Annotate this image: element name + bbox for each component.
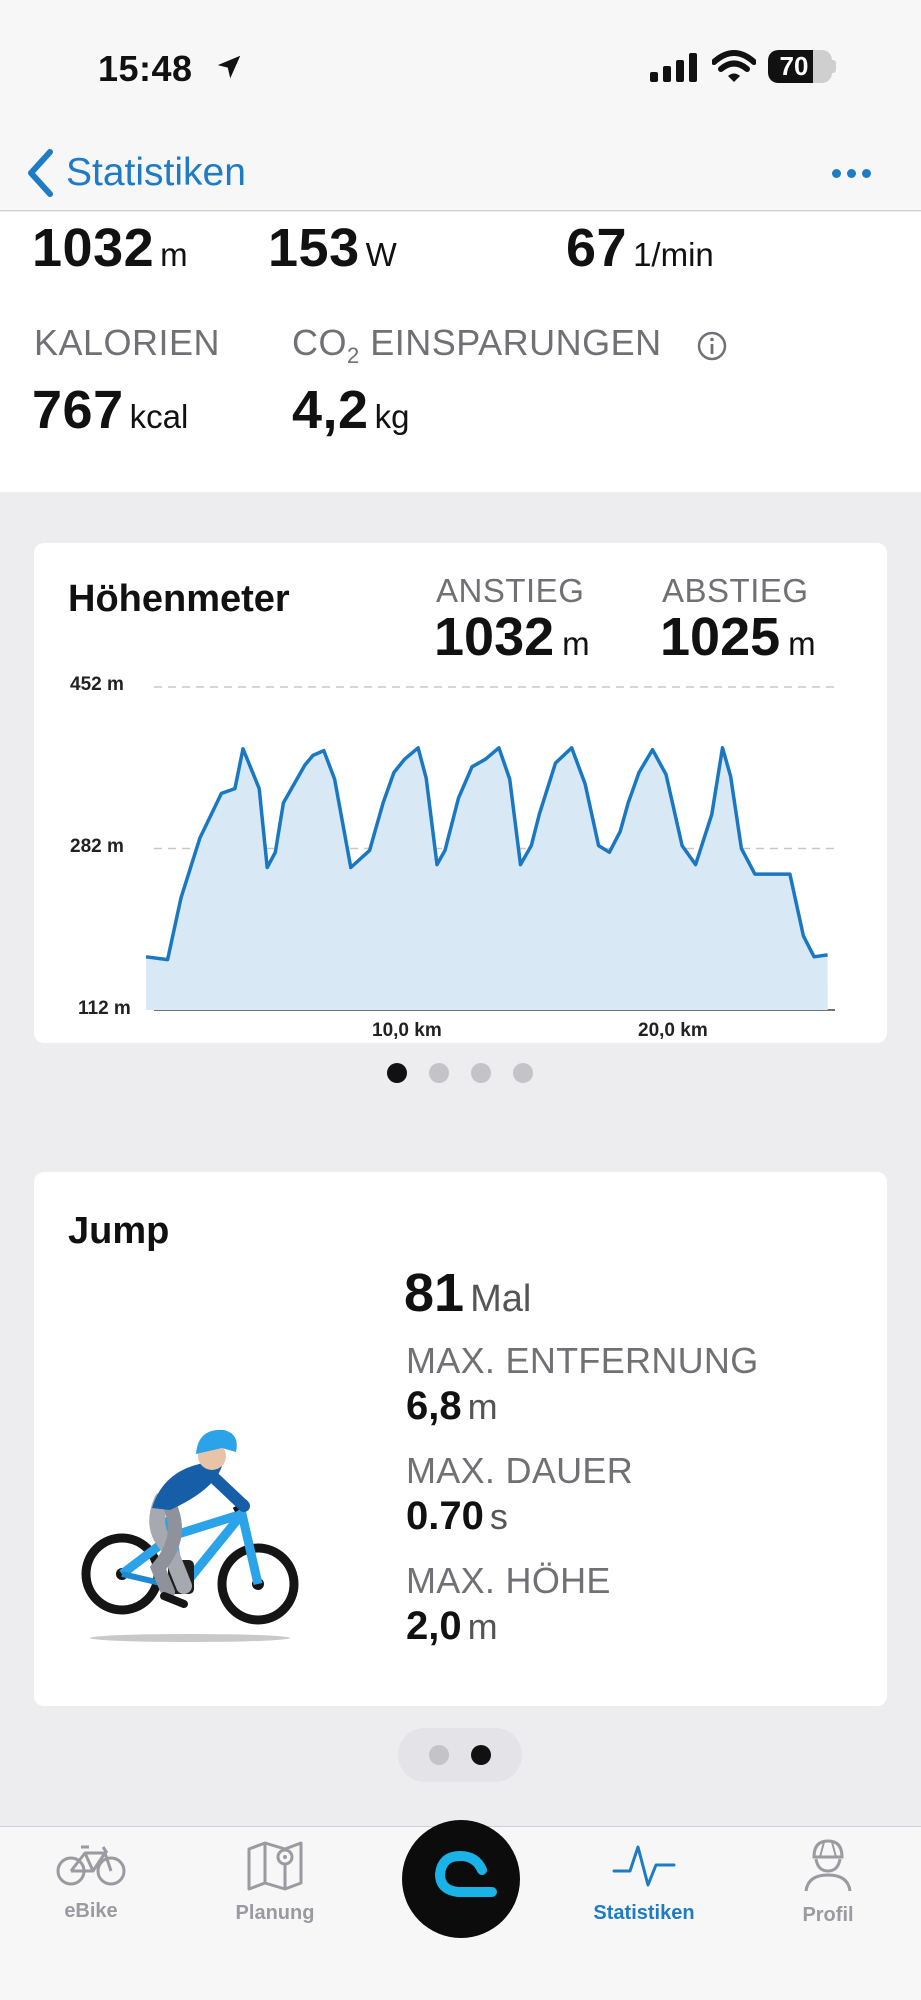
back-button[interactable]: Statistiken [24,135,246,211]
cellular-signal-icon [650,52,697,82]
power-stat: 153 W [268,217,397,279]
page-dot[interactable] [513,1063,533,1083]
co2-label: CO2 EINSPARUNGEN [292,322,662,369]
power-value: 153 [268,218,360,278]
elevation-ascent-unit: m [562,625,590,662]
descent-label: ABSTIEG [662,572,809,609]
calories-value: 767 [32,380,124,440]
jump-count: 81 Mal [404,1262,531,1324]
ascent-label: ANSTIEG [436,572,585,609]
max-duration-label: MAX. DAUER [406,1450,634,1491]
ascent-unit: m [160,236,188,273]
max-distance-unit: m [467,1386,498,1427]
chevron-left-icon [28,149,53,197]
tab-profil[interactable]: Profil [753,1839,903,1927]
max-height-value: 2,0 [406,1604,462,1648]
y-tick-label: 452 m [70,674,124,695]
co2-stat: 4,2 kg [292,379,409,441]
location-arrow-icon [217,55,241,79]
profile-icon [804,1839,852,1892]
elevation-ascent-value: 1032 [434,607,555,667]
jump-title: Jump [68,1210,170,1252]
page-dot[interactable] [471,1063,491,1083]
status-time: 15:48 [98,48,193,89]
elevation-line [145,746,828,962]
calories-label: KALORIEN [34,322,221,363]
summary-stats [0,212,921,492]
jump-pager [398,1728,522,1782]
wifi-icon [712,50,756,82]
page-dot[interactable] [429,1745,449,1765]
max-duration-unit: s [489,1496,508,1537]
cadence-unit: 1/min [633,236,714,273]
max-distance-value: 6,8 [406,1384,462,1428]
cadence-stat: 67 1/min [566,217,714,279]
tab-planung[interactable]: Planung [200,1839,350,1925]
more-dot-icon [862,168,871,178]
co2-value: 4,2 [292,380,369,440]
tab-statistiken-label: Statistiken [593,1902,695,1924]
page-dot-active[interactable] [471,1745,491,1765]
activity-icon [612,1845,676,1887]
start-ride-button[interactable] [402,1820,520,1938]
co2-label-sub: 2 [347,343,360,369]
elevation-chart [145,686,835,1011]
max-distance-label: MAX. ENTFERNUNG [406,1340,759,1381]
elevation-title: Höhenmeter [68,578,290,620]
elevation-area [146,747,828,1010]
max-distance: 6,8 m [406,1384,498,1429]
status-bar: 15:48 70 [0,0,921,135]
ascent-value: 1032 [32,218,155,278]
more-dot-icon [832,168,841,178]
max-duration: 0.70 s [406,1494,508,1539]
tab-profil-label: Profil [802,1904,854,1926]
mountain-bike-rider-illustration [81,1429,299,1642]
max-height-label: MAX. HÖHE [406,1560,611,1601]
y-tick-label: 282 m [70,836,124,857]
battery-nub [832,60,836,73]
tab-ebike-label: eBike [64,1900,118,1922]
max-duration-value: 0.70 [406,1494,484,1538]
tab-statistiken[interactable]: Statistiken [569,1839,719,1925]
bicycle-icon [56,1845,126,1886]
jump-count-unit: Mal [470,1278,532,1320]
max-height: 2,0 m [406,1604,498,1649]
co2-label-suffix: EINSPARUNGEN [359,322,662,363]
page-dot-active[interactable] [387,1063,407,1083]
max-height-unit: m [467,1606,498,1647]
jump-card[interactable] [34,1172,887,1706]
elevation-descent-value: 1025 [660,607,781,667]
co2-unit: kg [374,398,410,435]
page-dot[interactable] [429,1063,449,1083]
battery-level: 70 [779,51,809,81]
more-options-button[interactable] [832,159,876,187]
info-icon[interactable] [696,330,728,362]
battery-icon: 70 [768,50,832,83]
tab-planung-label: Planung [235,1902,315,1924]
x-tick-label: 20,0 km [638,1020,708,1041]
jump-count-value: 81 [404,1263,465,1323]
y-tick-label: 112 m [78,998,131,1019]
calories-stat: 767 kcal [32,379,188,441]
elevation-descent: 1025 m [660,606,816,668]
elevation-pager [387,1063,533,1083]
calories-unit: kcal [129,398,189,435]
map-icon [247,1841,303,1891]
ascent-stat: 1032 m [32,217,188,279]
logo-icon [434,1850,497,1897]
elevation-descent-unit: m [788,625,816,662]
co2-label-prefix: CO [292,322,347,363]
tab-ebike[interactable]: eBike [16,1839,166,1923]
cadence-value: 67 [566,218,628,278]
x-tick-label: 10,0 km [372,1020,442,1041]
more-dot-icon [847,168,856,178]
back-button-label: Statistiken [66,151,246,194]
power-unit: W [365,236,397,273]
nav-bar: Statistiken [0,135,921,211]
elevation-ascent: 1032 m [434,606,590,668]
